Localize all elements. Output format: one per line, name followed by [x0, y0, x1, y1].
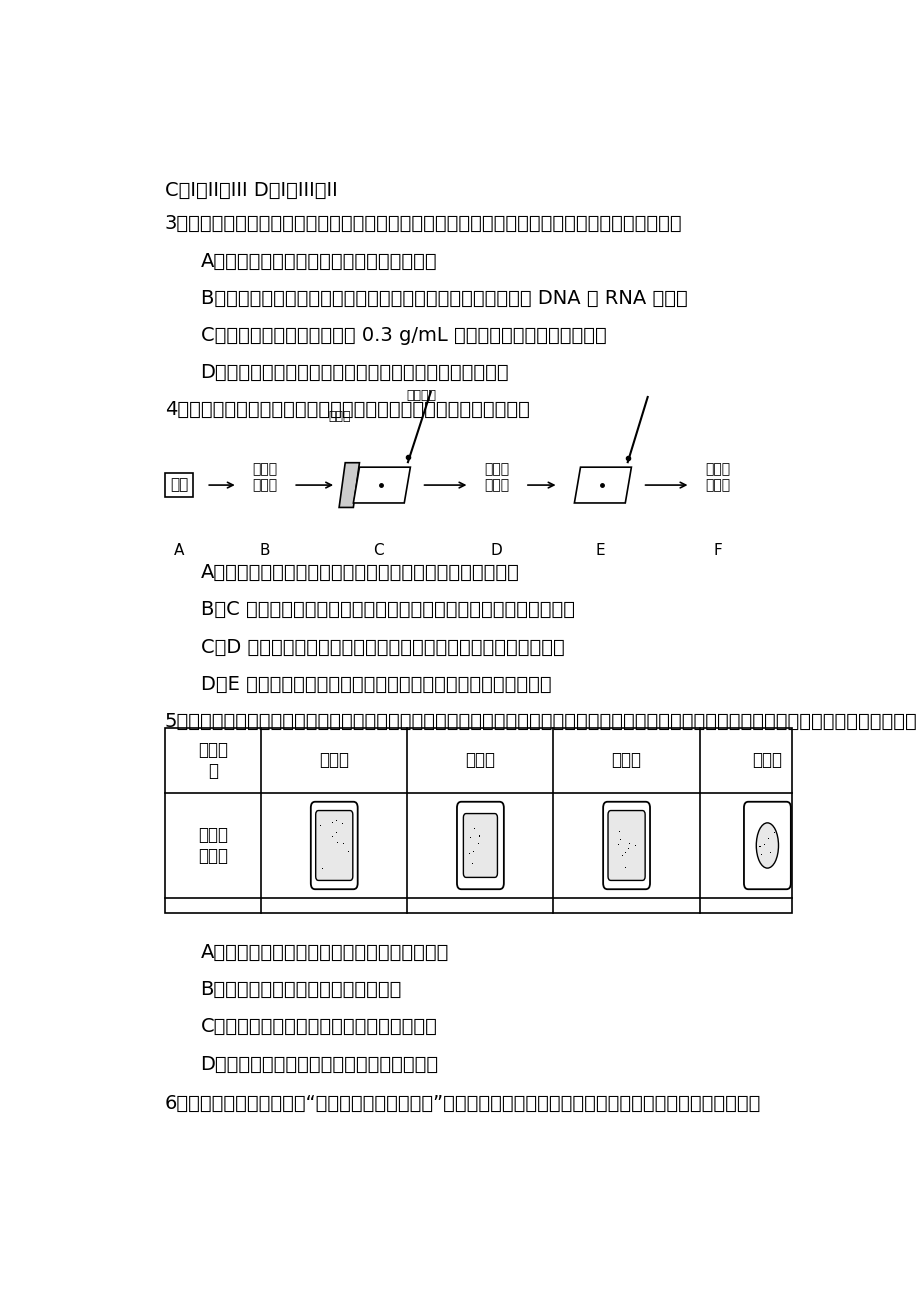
- Text: B．C 步骤中的操作需要重复几次，保证植物细胞充分浸入蔗糖溶液中: B．C 步骤中的操作需要重复几次，保证植物细胞充分浸入蔗糖溶液中: [200, 600, 574, 620]
- Text: 甲溶液: 甲溶液: [465, 751, 494, 769]
- Text: 制片: 制片: [170, 478, 188, 492]
- Text: 低倍镜
下观察: 低倍镜 下观察: [483, 462, 508, 492]
- Polygon shape: [573, 467, 630, 503]
- Text: D．实验处于图示状态时，丙溶液的质量增加: D．实验处于图示状态时，丙溶液的质量增加: [200, 1055, 438, 1074]
- Text: C．I＜II＜III D．I＜III＜II: C．I＜II＜III D．I＜III＜II: [165, 181, 337, 201]
- Text: A: A: [174, 543, 184, 559]
- Text: F: F: [712, 543, 721, 559]
- Text: C．以外表皮为材料，可利用 0.3 g/mL 蔗糖溶液观察细胞的质壁分离: C．以外表皮为材料，可利用 0.3 g/mL 蔗糖溶液观察细胞的质壁分离: [200, 326, 606, 345]
- FancyBboxPatch shape: [743, 802, 790, 889]
- Text: D．以外表皮为材料，在光学显微镜下可观察到某种细胞器: D．以外表皮为材料，在光学显微镜下可观察到某种细胞器: [200, 363, 508, 381]
- FancyBboxPatch shape: [315, 811, 352, 880]
- Text: 3．洋葱是生物学中常用的实验材料。下列有关以洋葱鳞片叶为材料的实验叙述中，不正确的是（）: 3．洋葱是生物学中常用的实验材料。下列有关以洋葱鳞片叶为材料的实验叙述中，不正确…: [165, 215, 682, 233]
- FancyBboxPatch shape: [607, 811, 644, 880]
- Text: 6．用洋葱鳞片叶表皮制备“观察细胞质壁分离实验”的临时装片，观察细胞的变化。下列有关叙述不正确的是（）: 6．用洋葱鳞片叶表皮制备“观察细胞质壁分离实验”的临时装片，观察细胞的变化。下列…: [165, 1094, 760, 1113]
- Text: C．放入甲溶液后，植物细胞内渗透压会变小: C．放入甲溶液后，植物细胞内渗透压会变小: [200, 1017, 437, 1036]
- Text: 低倍镜
下观察: 低倍镜 下观察: [252, 462, 277, 492]
- Text: A．以外表皮为材料，可观察细胞内的叶绳体: A．以外表皮为材料，可观察细胞内的叶绳体: [200, 251, 437, 271]
- Polygon shape: [339, 462, 359, 508]
- Text: C: C: [373, 543, 384, 559]
- Text: 5．如图为植物细胞在放入各种溶液前，以及放入甲、乙、丙三种不同浓度的蔗糖溶液后，细胞变化情形的示意图。下列相关叙述中错误的是（）: 5．如图为植物细胞在放入各种溶液前，以及放入甲、乙、丙三种不同浓度的蔗糖溶液后，…: [165, 712, 916, 730]
- Text: B．以内表皮为材料，利用甲基绳和唡罗红染色可观察细胞内的 DNA 和 RNA 的分布: B．以内表皮为材料，利用甲基绳和唡罗红染色可观察细胞内的 DNA 和 RNA 的…: [200, 289, 686, 307]
- Text: 蔗糖溶液: 蔗糖溶液: [406, 389, 437, 402]
- Text: B．植物细胞在乙溶液中无水分子进出: B．植物细胞在乙溶液中无水分子进出: [200, 980, 402, 1000]
- Text: A．该学生实验的目的是观察植物细胞的质壁分离及复原现象: A．该学生实验的目的是观察植物细胞的质壁分离及复原现象: [200, 564, 519, 582]
- Text: C．D 步骤观察中，可以看到原生质层与细胞壁逐渐分离，紫色变浅: C．D 步骤观察中，可以看到原生质层与细胞壁逐渐分离，紫色变浅: [200, 638, 563, 656]
- Text: 乙溶液: 乙溶液: [611, 751, 641, 769]
- Text: D．E 步骤中滴加的是清水，目的是让细胞吸水从而质壁分离复原: D．E 步骤中滴加的是清水，目的是让细胞吸水从而质壁分离复原: [200, 674, 550, 694]
- Text: E: E: [595, 543, 604, 559]
- Ellipse shape: [755, 823, 777, 868]
- Text: 丙溶液: 丙溶液: [752, 751, 781, 769]
- Bar: [165, 728, 791, 913]
- Text: D: D: [490, 543, 502, 559]
- FancyBboxPatch shape: [457, 802, 504, 889]
- FancyBboxPatch shape: [311, 802, 357, 889]
- Text: 细胞变
化情形: 细胞变 化情形: [198, 825, 228, 865]
- Text: 4．下图为学生进行某实验的基本操作步骤，下列说法中错误的是（）: 4．下图为学生进行某实验的基本操作步骤，下列说法中错误的是（）: [165, 400, 529, 419]
- Text: 置放前: 置放前: [319, 751, 349, 769]
- FancyBboxPatch shape: [463, 814, 497, 878]
- Text: 吸水纸: 吸水纸: [328, 410, 350, 423]
- Text: A．细胞变形的关键是原生质层具有选择透过性: A．细胞变形的关键是原生质层具有选择透过性: [200, 943, 448, 962]
- Text: B: B: [259, 543, 269, 559]
- Text: 低倍镜
下观察: 低倍镜 下观察: [704, 462, 730, 492]
- FancyBboxPatch shape: [603, 802, 650, 889]
- Polygon shape: [353, 467, 410, 503]
- Text: 实验处
理: 实验处 理: [198, 741, 228, 780]
